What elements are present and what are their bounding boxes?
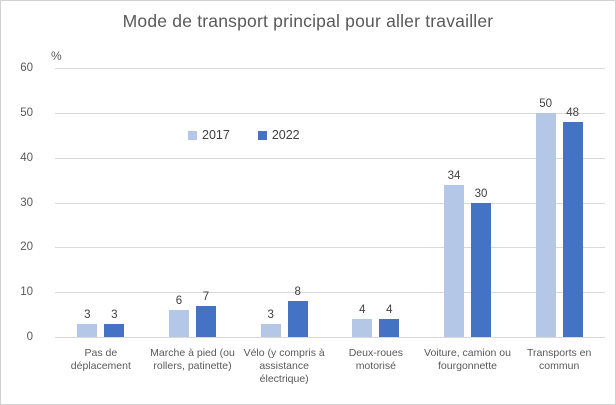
value-label-2022-5: 48 [566,106,580,119]
chart-title: Mode de transport principal pour aller t… [122,11,494,31]
bar-2022-4 [471,202,491,337]
plot-area: 3 3 Pas de déplacement 6 7 Marche à pied (ou … [55,68,605,385]
bar-2022-0 [104,323,125,337]
bar-2017-5 [535,112,556,337]
value-label-2022-3: 4 [386,304,393,317]
y-tick-label-30: 30 [20,196,33,209]
y-tick-label-50: 50 [20,106,33,119]
category-label-4: Voiture, camion ou fourgonnette [424,347,511,372]
gridline-30 [55,202,605,204]
legend-item-2017: 2017 [188,128,230,142]
y-tick-label-10: 10 [20,286,33,299]
category-label-1: Marche à pied (ou rollers, patinette) [150,347,235,372]
value-label-2017-3: 4 [359,304,366,317]
y-tick-label-0: 0 [26,331,33,343]
y-axis-unit-label: % [51,49,62,63]
bar-2017-3 [352,319,373,337]
gridline-10 [55,292,605,294]
value-label-2022-4: 30 [474,187,488,200]
value-label-2022-2: 8 [294,286,301,299]
bar-2017-0 [77,323,98,337]
legend-item-2022: 2022 [257,128,300,142]
bar-2022-5 [562,121,583,337]
y-tick-label-60: 60 [20,62,33,74]
category-label-5: Transports en commun [526,347,592,372]
value-label-2022-0: 3 [111,308,118,321]
gridline-60 [55,68,605,69]
bar-2017-2 [260,323,281,337]
legend-swatch-2022-icon [257,130,267,140]
value-label-2022-1: 7 [202,290,210,303]
y-tick-label-40: 40 [20,151,33,164]
gridline-20 [55,247,605,249]
gridline-0 [55,337,605,338]
value-label-2017-4: 34 [447,169,461,182]
gridline-50 [55,112,605,114]
y-axis: 0 10 20 30 40 50 60 [1,62,45,343]
y-tick-label-20: 20 [20,241,33,254]
category-label-3: Deux-roues motorisé [348,347,403,372]
bar-2017-1 [169,310,189,337]
value-label-2017-5: 50 [539,97,553,110]
legend: 2017 2022 [188,128,300,142]
bar-2022-2 [287,301,308,337]
category-label-0: Pas de déplacement [70,347,131,372]
value-label-2017-2: 3 [267,308,274,321]
category-label-2: Vélo (y compris à assistance électrique) [243,347,325,385]
value-label-2017-0: 3 [84,308,91,321]
gridline-40 [55,157,605,159]
legend-swatch-2017-icon [188,130,197,140]
legend-label-2017: 2017 [202,128,230,142]
legend-label-2022: 2022 [271,128,300,142]
bar-2022-3 [379,319,400,337]
bar-2017-4 [444,184,464,337]
value-label-2017-1: 6 [175,295,183,308]
bar-2022-1 [196,305,216,337]
